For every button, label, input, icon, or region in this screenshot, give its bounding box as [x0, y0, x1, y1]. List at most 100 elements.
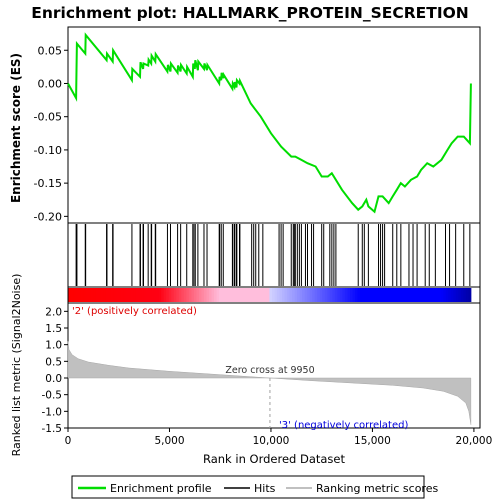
metric-axis-ticks: 2.0 1.5 1.0 0.5 0.0 -0.5 -1.0 -1.5: [42, 306, 68, 435]
color-bar-segment: [342, 288, 346, 302]
color-bar-segment: [405, 288, 409, 302]
annotation-positive: '2' (positively correlated): [72, 306, 197, 317]
color-bar-segment: [214, 288, 218, 302]
color-bar-segment: [254, 288, 258, 302]
color-bar-segment: [206, 288, 210, 302]
x-tick-label: 20,000: [456, 435, 493, 447]
x-axis-ticks: 0 5,000 10,000 15,000 20,000: [65, 428, 493, 447]
color-bar-segment: [367, 288, 371, 302]
color-bar-segment: [135, 288, 140, 302]
color-bar-segment: [244, 288, 248, 302]
color-bar-segment: [375, 288, 379, 302]
color-bar-segment: [186, 288, 190, 302]
color-bar-segment: [415, 288, 419, 302]
color-bar-segment: [332, 288, 336, 302]
color-bar-segment: [324, 288, 328, 302]
color-bar-segment: [407, 288, 411, 302]
color-bar-segment: [236, 288, 240, 302]
metric-tick-label: 0.0: [45, 373, 62, 385]
metric-tick-label: -1.5: [42, 423, 63, 435]
color-bar-segment: [173, 288, 177, 302]
color-bar-segment: [161, 288, 165, 302]
es-tick-label: -0.05: [34, 111, 62, 124]
color-bar-segment: [108, 288, 112, 302]
metric-axis-label: Ranked list metric (Signal2Noise): [10, 274, 23, 457]
color-bar-segment: [198, 288, 202, 302]
color-bar-segment: [83, 288, 87, 302]
color-bar-segment: [143, 288, 147, 302]
color-bar-segment: [458, 288, 462, 302]
color-bar-segment: [412, 288, 416, 302]
color-bar-segment: [282, 288, 286, 302]
color-bar-segment: [271, 288, 275, 302]
color-bar-segment: [417, 288, 422, 302]
color-bar-segment: [289, 288, 293, 302]
color-bar-segment: [309, 288, 313, 302]
color-bar-segment: [468, 288, 472, 302]
color-bar-segment: [178, 288, 182, 302]
color-bar-segment: [372, 288, 376, 302]
color-bar-segment: [110, 288, 114, 302]
color-bar-segment: [168, 288, 172, 302]
color-bar-segment: [385, 288, 389, 302]
es-tick-label: -0.10: [34, 144, 62, 157]
color-bar-segment: [80, 288, 84, 302]
chart-title: Enrichment plot: HALLMARK_PROTEIN_SECRET…: [31, 4, 468, 22]
color-bar-segment: [279, 288, 283, 302]
es-tick-label: -0.15: [34, 177, 62, 190]
color-bar-segment: [216, 288, 220, 302]
color-bar-segment: [284, 288, 288, 302]
color-bar-segment: [158, 288, 162, 302]
color-bar-segment: [118, 288, 122, 302]
color-bar-segment: [269, 288, 273, 302]
color-bar-segment: [365, 288, 369, 302]
color-bar-segment: [176, 288, 180, 302]
color-bar-segment: [261, 288, 265, 302]
color-bar-segment: [312, 288, 316, 302]
es-tick-label: 0.00: [38, 77, 63, 90]
color-bar-segment: [246, 288, 250, 302]
color-bar-segment: [211, 288, 215, 302]
metric-tick-label: 1.5: [45, 323, 62, 335]
color-bar-segment: [382, 288, 386, 302]
color-bar-segment: [133, 288, 137, 302]
color-bar-segment: [156, 288, 160, 302]
color-bar-segment: [128, 288, 132, 302]
annotation-zero-cross: Zero cross at 9950: [225, 365, 314, 376]
color-bar-segment: [347, 288, 351, 302]
color-bar-segment: [455, 288, 459, 302]
color-bar-segment: [93, 288, 97, 302]
metric-tick-label: 2.0: [45, 306, 62, 318]
color-bar-segment: [151, 288, 155, 302]
color-bar-segment: [463, 288, 467, 302]
color-bar-segment: [125, 288, 129, 302]
color-bar-segment: [400, 288, 404, 302]
color-bar-segment: [428, 288, 432, 302]
color-bar-segment: [193, 288, 197, 302]
color-bar-segment: [73, 288, 77, 302]
legend-hits-label: Hits: [254, 482, 276, 495]
x-tick-label: 10,000: [253, 435, 290, 447]
color-bar-segment: [390, 288, 394, 302]
color-bar-segment: [75, 288, 79, 302]
color-bar-segment: [423, 288, 427, 302]
color-bar-segment: [259, 288, 263, 302]
color-bar-segment: [297, 288, 301, 302]
color-bar-segment: [276, 288, 281, 302]
color-bar-segment: [196, 288, 200, 302]
color-bar-segment: [141, 288, 145, 302]
color-bar-segment: [352, 288, 356, 302]
color-bar-segment: [339, 288, 343, 302]
color-bar-segment: [448, 288, 452, 302]
color-bar-segment: [130, 288, 134, 302]
color-bar-segment: [146, 288, 150, 302]
color-bar-segment: [256, 288, 260, 302]
color-bar-segment: [329, 288, 333, 302]
color-bar-segment: [299, 288, 303, 302]
color-bar-segment: [123, 288, 127, 302]
color-bar-segment: [360, 288, 364, 302]
color-bar-segment: [201, 288, 205, 302]
color-bar-segment: [292, 288, 296, 302]
color-bar-segment: [120, 288, 124, 302]
color-bar-segment: [307, 288, 311, 302]
